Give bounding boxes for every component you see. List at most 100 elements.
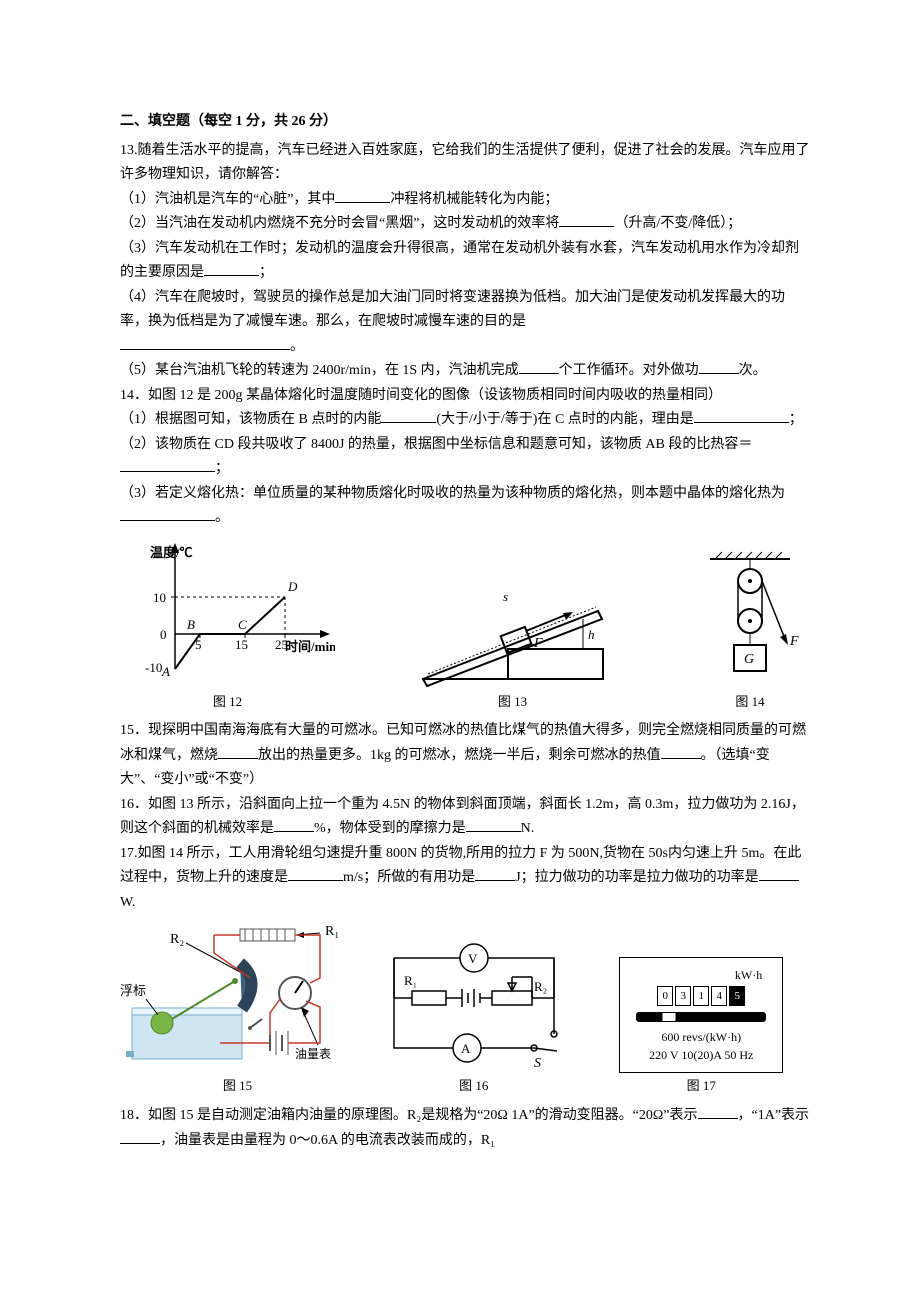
fig17-caption: 图 17 [687,1075,716,1098]
fig16-R1: R₁ [404,973,417,988]
fig16-R2: R₂ [534,979,547,994]
fig16-A: A [461,1041,471,1056]
q13-4b: 。 [290,339,304,354]
fig16-V: V [468,951,478,966]
blank [694,408,789,423]
meter-digit: 4 [711,986,727,1006]
q15: 15．现探明中国南海海底有大量的可燃冰。已知可燃冰的热值比煤气的热值大得多，则完… [120,719,810,793]
blank [120,1129,160,1144]
fig13-h: h [588,627,595,642]
q13-4a: （4）汽车在爬坡时，驾驶员的操作总是加大油门同时将变速器换为低档。加大油门是使发… [120,290,785,330]
q14-3a: （3）若定义熔化热：单位质量的某种物质熔化时吸收的热量为该种物质的熔化热，则本题… [120,486,785,501]
q13-3: （3）汽车发动机在工作时；发动机的温度会升得很高，通常在发动机外装有水套，汽车发… [120,237,810,286]
blank [288,866,343,881]
pt-A: A [161,664,170,679]
fig13-caption: 图 13 [498,691,527,714]
blank [218,744,258,759]
q13-5: （5）某台汽油机飞轮的转速为 2400r/min，在 1S 内，汽油机完成 个工作… [120,359,810,384]
fig16-caption: 图 16 [459,1075,488,1098]
blank [120,335,290,350]
q13-1b: 冲程将机械能转化为内能； [390,192,558,207]
q14-1a: （1）根据图可知，该物质在 B 点时的内能 [120,412,381,427]
blank [381,408,436,423]
q17c: J；拉力做功的功率是 [515,870,646,885]
q13-3b: ； [259,265,273,280]
fig14-svg: F G [690,549,810,689]
q14-intro: 14．如图 12 是 200g 某晶体熔化时温度随时间变化的图像（设该物质相同时… [120,384,810,409]
q16c: N. [521,821,535,836]
meter-disc [636,1012,766,1022]
figure-13: F s h 图 13 [408,579,618,714]
pt-D: D [287,579,298,594]
section-title: 二、填空题（每空 1 分，共 26 分） [120,110,810,135]
ytick-0: 0 [160,627,167,642]
q18b: ，“1A”表示 [738,1108,810,1123]
meter-digit: 3 [675,986,691,1006]
ytick-10: 10 [153,590,166,605]
q14-1b: (大于/小于/等于)在 C 点时的内能，理由是 [436,412,693,427]
fig15-svg: 浮标 R₂ R₁ 油量表 [120,923,355,1073]
pt-C: C [238,617,247,632]
q18a: 18．如图 15 是自动测定油箱内油量的原理图。R₂是规格为“20Ω 1A”的滑… [120,1108,698,1123]
blank [120,506,215,521]
q14-2: （2）该物质在 CD 段共吸收了 8400J 的热量，根据图中坐标信息和题意可知… [120,433,810,482]
fig14-G: G [744,652,754,667]
meter-digit: 0 [657,986,673,1006]
figure-row-1: 10 0 -10 5 15 25 温度/℃ 时间/min A B C D [120,539,810,714]
fig16-svg: V R₁ R₂ [374,933,574,1073]
figure-15: 浮标 R₂ R₁ 油量表 [120,923,355,1098]
figure-14: F G 图 14 [690,549,810,714]
q17: 17.如图 14 所示，工人用滑轮组匀速提升重 800N 的货物,所用的拉力 F… [120,842,810,916]
q14-2a: （2）该物质在 CD 段共吸收了 8400J 的热量，根据图中坐标信息和题意可知… [120,437,752,452]
fig12-caption: 图 12 [213,691,242,714]
fig15-R1: R₁ [325,924,339,939]
q14-3: （3）若定义熔化热：单位质量的某种物质熔化时吸收的热量为该种物质的熔化热，则本题… [120,482,810,531]
meter-digit: 5 [729,986,745,1006]
chart-12-svg: 10 0 -10 5 15 25 温度/℃ 时间/min A B C D [120,539,335,689]
blank [661,744,701,759]
q13-1: （1）汽油机是汽车的“心脏”，其中 冲程将机械能转化为内能； [120,188,810,213]
fig13-F: F [533,636,543,651]
blank [274,817,314,832]
q13-5b: 个工作循环。对外做功 [559,363,699,378]
meter-box: kW·h 0 3 1 4 5 600 revs/(kW·h) 220 V 10(… [619,957,783,1073]
fig14-F: F [789,634,799,649]
fig15-float-label: 浮标 [120,983,146,998]
fig13-svg: F s h [408,579,618,689]
fig16-S: S [534,1056,541,1071]
q13-5c: 次。 [739,363,767,378]
q13-5a: （5）某台汽油机飞轮的转速为 2400r/min，在 1S 内，汽油机完成 [120,363,519,378]
q13-2a: （2）当汽油在发动机内燃烧不充分时会冒“黑烟”，这时发动机的效率将 [120,216,559,231]
q13-4-blank: 。 [120,335,810,360]
blank [335,188,390,203]
blank [698,1104,738,1119]
fig14-caption: 图 14 [735,691,764,714]
fig13-s: s [503,589,508,604]
q18c: ，油量表是由量程为 0～0.6A 的电流表改装而成的，R₁ [160,1133,495,1148]
fig15-caption: 图 15 [223,1075,252,1098]
meter-rate: 600 revs/(kW·h) [626,1028,776,1046]
figure-16: V R₁ R₂ [365,933,583,1098]
q16b: %，物体受到的摩擦力是 [314,821,466,836]
ytick-m10: -10 [145,660,162,675]
q15b: 放出的热量更多。1kg 的可燃冰，燃烧一半后，剩余可燃冰的热值 [258,748,661,763]
meter-spec: 220 V 10(20)A 50 Hz [626,1046,776,1064]
q13-1a: （1）汽油机是汽车的“心脏”，其中 [120,192,335,207]
q13-2: （2）当汽油在发动机内燃烧不充分时会冒“黑烟”，这时发动机的效率将（升高/不变/… [120,212,810,237]
q14-3b: 。 [215,510,229,525]
fig15-gauge-label: 油量表 [295,1047,331,1061]
figure-17: kW·h 0 3 1 4 5 600 revs/(kW·h) 220 V 10(… [593,957,811,1098]
blank [759,866,799,881]
blank [466,817,521,832]
fig15-R2: R₂ [170,932,184,947]
figure-12: 10 0 -10 5 15 25 温度/℃ 时间/min A B C D [120,539,335,714]
q17b: m/s；所做的有用功是 [343,870,475,885]
blank [204,261,259,276]
figure-row-2: 浮标 R₂ R₁ 油量表 [120,923,810,1098]
q17d-prefix: 拉力做功的功率是 [647,870,759,885]
q14-1c: ； [789,412,803,427]
q14-1: （1）根据图可知，该物质在 B 点时的内能 (大于/小于/等于)在 C 点时的内能… [120,408,810,433]
pt-B: B [187,617,195,632]
meter-unit: kW·h [626,966,776,984]
ylabel: 温度/℃ [150,545,193,560]
